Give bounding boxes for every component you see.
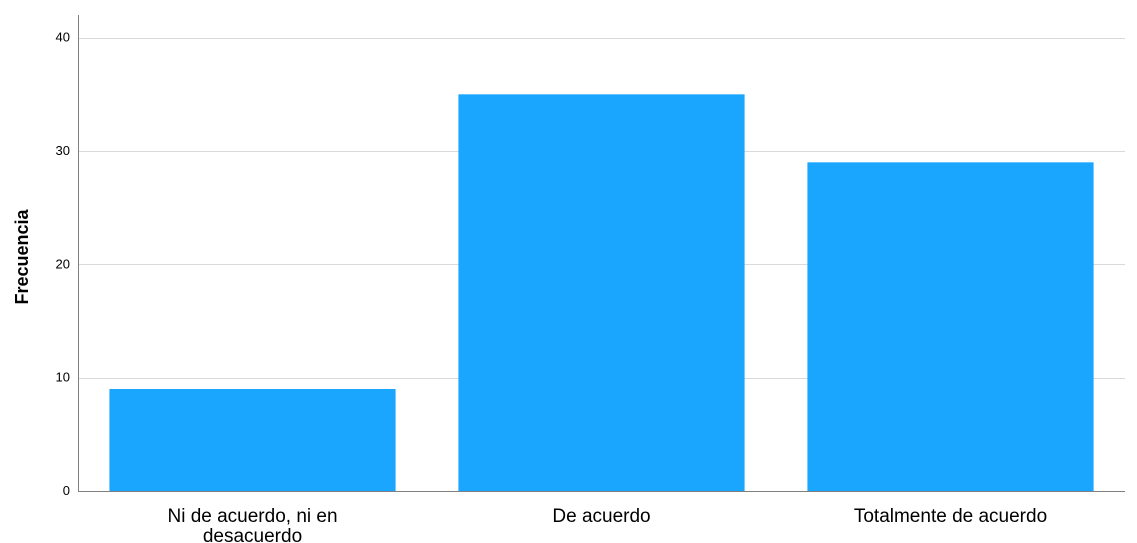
x-category-labels: Ni de acuerdo, ni en desacuerdo De acuerdo…: [167, 506, 1047, 543]
y-tick-label: 40: [56, 30, 70, 45]
x-category-label: De acuerdo: [552, 506, 650, 527]
y-tick-label: 10: [56, 370, 70, 385]
bar: [458, 94, 745, 491]
y-tick-labels: 0 10 20 30 40: [56, 30, 70, 498]
bar: [807, 162, 1094, 492]
bars: [109, 94, 1094, 492]
y-axis-title: Frecuencia: [12, 208, 32, 304]
x-category-label: Ni de acuerdo, ni en desacuerdo: [167, 506, 337, 543]
y-tick-label: 30: [56, 143, 70, 158]
bar: [109, 389, 396, 491]
y-tick-label: 0: [63, 483, 70, 498]
x-category-label: Totalmente de acuerdo: [854, 506, 1047, 527]
y-tick-label: 20: [56, 256, 70, 271]
